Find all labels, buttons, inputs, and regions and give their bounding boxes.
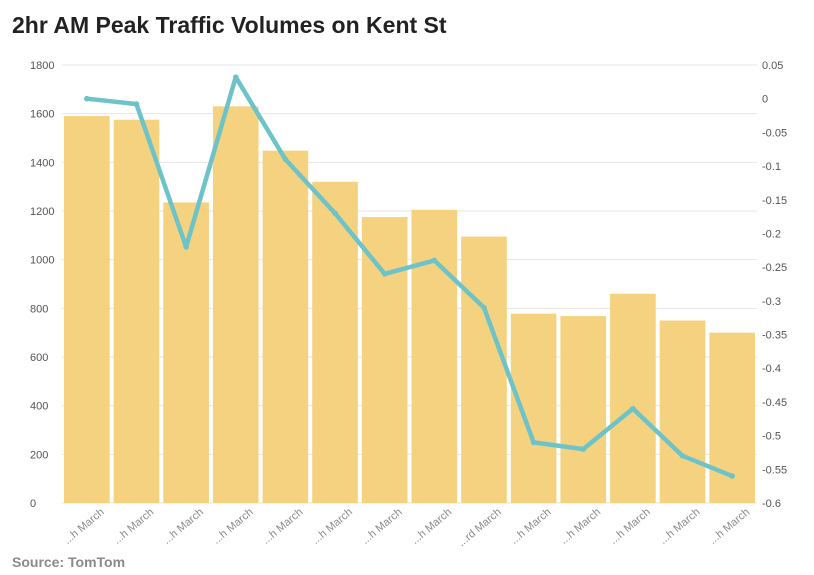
y-right-tick-label: -0.25 xyxy=(762,262,787,274)
bar xyxy=(659,320,706,503)
line-point xyxy=(481,304,487,311)
y-right-tick-label: -0.6 xyxy=(762,498,781,510)
x-tick-label: ...h March xyxy=(409,506,454,547)
bar xyxy=(610,293,656,503)
line-point xyxy=(729,473,735,479)
y-left-tick-label: 1200 xyxy=(30,206,54,218)
line-point xyxy=(232,74,239,80)
y-right-tick-label: -0.5 xyxy=(762,431,781,443)
x-tick-label: ...h March xyxy=(657,506,702,547)
bar xyxy=(411,209,458,504)
y-right-tick-label: 0 xyxy=(762,94,768,106)
x-tick-label: ...h March xyxy=(111,506,156,547)
bar xyxy=(361,217,408,504)
y-left-tick-label: 400 xyxy=(30,401,48,413)
x-tick-label: ...h March xyxy=(310,506,355,547)
bar xyxy=(113,119,160,503)
line-point xyxy=(630,405,636,412)
y-left-tick-label: 1400 xyxy=(30,157,54,169)
y-right-tick-label: 0.05 xyxy=(762,60,783,72)
y-right-tick-label: -0.55 xyxy=(762,464,787,476)
bar xyxy=(212,106,259,503)
bar xyxy=(461,236,507,504)
bar xyxy=(64,116,110,503)
line-point xyxy=(530,439,537,446)
bar xyxy=(163,202,209,503)
y-left-tick-label: 600 xyxy=(30,352,48,364)
y-right-tick-label: -0.05 xyxy=(762,127,787,139)
y-left-tick-label: 0 xyxy=(30,498,36,510)
line-point xyxy=(133,101,140,107)
line-point xyxy=(183,244,189,250)
line-point xyxy=(580,446,587,452)
trend-line xyxy=(84,74,735,479)
y-left-tick-label: 200 xyxy=(30,449,48,461)
x-tick-label: ...h March xyxy=(558,506,603,547)
x-tick-label: ...h March xyxy=(161,506,206,547)
bar xyxy=(560,316,607,503)
x-tick-label: ...h March xyxy=(608,506,653,547)
y-right-tick-label: -0.45 xyxy=(762,397,787,409)
line-point xyxy=(84,95,90,102)
line-point xyxy=(679,453,686,459)
y-right-tick-label: -0.3 xyxy=(762,296,781,308)
line-point xyxy=(282,156,289,163)
x-tick-label: ...h March xyxy=(260,506,305,547)
x-tick-label: ...h March xyxy=(508,506,553,547)
y-right-tick-label: -0.2 xyxy=(762,228,781,240)
y-left-tick-label: 1800 xyxy=(30,60,54,72)
chart-title: 2hr AM Peak Traffic Volumes on Kent St xyxy=(12,12,447,38)
y-left-tick-label: 1600 xyxy=(30,109,54,121)
bar xyxy=(262,150,309,504)
y-left-tick-label: 800 xyxy=(30,303,48,315)
y-left-tick-label: 1000 xyxy=(30,255,54,267)
y-right-tick-label: -0.15 xyxy=(762,195,787,207)
x-tick-label: ...h March xyxy=(211,506,256,547)
y-right-tick-label: -0.35 xyxy=(762,330,787,342)
line-point xyxy=(381,271,388,277)
x-tick-label: ...h March xyxy=(359,506,404,547)
x-tick-label: ...h March xyxy=(707,506,752,547)
source-note: Source: TomTom xyxy=(12,554,126,570)
y-right-tick-label: -0.1 xyxy=(762,161,781,173)
x-tick-label: ...rd March xyxy=(456,506,504,549)
bar xyxy=(510,313,557,503)
y-right-tick-label: -0.4 xyxy=(762,363,781,375)
line-point xyxy=(332,210,338,217)
x-tick-label: ...h March xyxy=(62,506,107,547)
line-point xyxy=(431,257,438,264)
